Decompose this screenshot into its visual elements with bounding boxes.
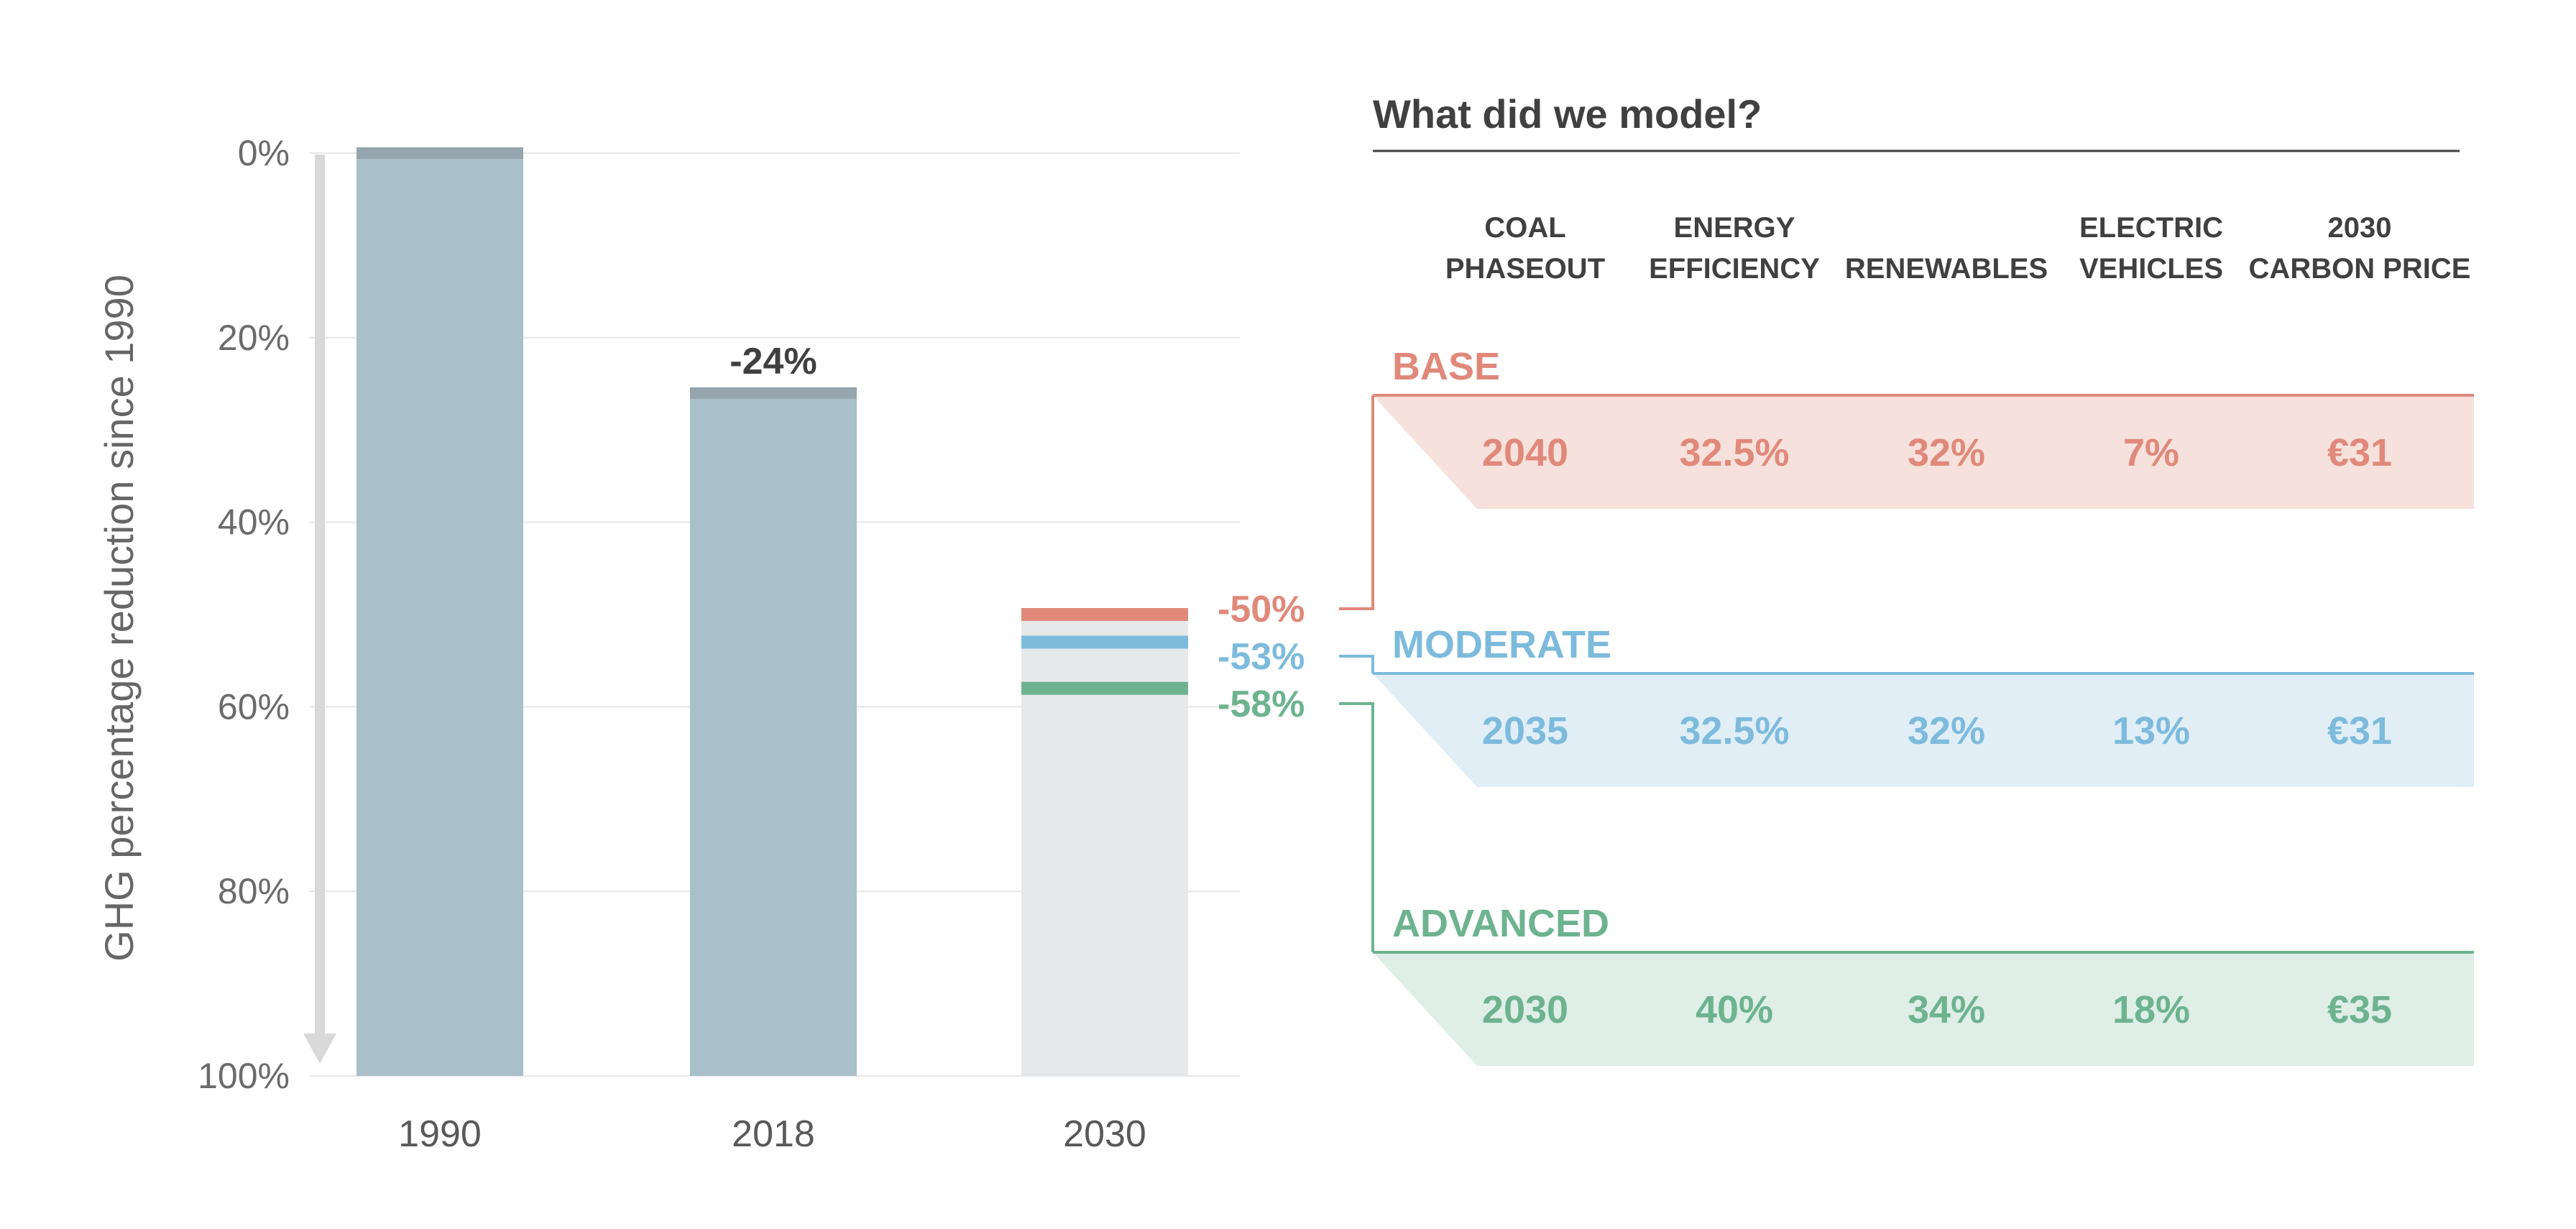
scenario-band: [1373, 395, 2474, 509]
marker-label-advanced: -58%: [1218, 683, 1305, 725]
scenario-value: 7%: [2123, 431, 2179, 474]
column-headers: COAL PHASEOUT ENERGY EFFICIENCY RENEWABLES EL…: [1445, 212, 2471, 285]
scenario-row-base: BASE 2040 32.5% 32% 7% €31: [1373, 345, 2474, 509]
column-header-line: RENEWABLES: [1845, 253, 2048, 285]
marker-label-moderate: -53%: [1218, 636, 1305, 678]
y-tick-label: 0%: [238, 133, 290, 173]
scenario-value: 32%: [1908, 709, 1985, 752]
scenario-band: [1373, 952, 2474, 1066]
scenario-band: [1373, 673, 2474, 787]
model-table: What did we model? COAL PHASEOUT ENERGY EFF…: [1373, 91, 2474, 1066]
scenario-name: MODERATE: [1392, 623, 1611, 666]
column-header-line: COAL: [1484, 212, 1565, 244]
scenario-name: ADVANCED: [1392, 902, 1609, 945]
scenario-value: €35: [2327, 988, 2392, 1031]
column-header-line: ENERGY: [1674, 212, 1795, 244]
y-tick-label: 40%: [218, 502, 290, 543]
marker-base: [1021, 608, 1188, 621]
x-tick-label: 2030: [1063, 1113, 1146, 1155]
scenario-value: 2035: [1482, 709, 1568, 752]
y-tick-labels: 0% 20% 40% 60% 80% 100%: [198, 133, 290, 1096]
y-tick-label: 60%: [218, 686, 290, 727]
column-header: ENERGY EFFICIENCY: [1649, 212, 1820, 285]
connector-base: [1339, 395, 1374, 610]
column-header: ELECTRIC VEHICLES: [2079, 212, 2223, 285]
bar-chart: GHG percentage reduction since 1990 0% 20…: [96, 133, 1305, 1155]
scenario-value: 18%: [2112, 988, 2190, 1031]
y-tick-label: 80%: [218, 871, 290, 911]
bars: -24%: [356, 147, 1188, 1076]
column-header-line: PHASEOUT: [1445, 253, 1605, 285]
scenario-value: 40%: [1696, 988, 1773, 1031]
connector-moderate: [1339, 655, 1374, 673]
scenario-connectors: [1339, 395, 1374, 952]
column-header: COAL PHASEOUT: [1445, 212, 1605, 285]
column-header-line: ELECTRIC: [2079, 212, 2223, 244]
bar-value-label: -24%: [730, 341, 816, 382]
y-axis-arrow-head: [303, 1034, 336, 1064]
column-header: 2030 CARBON PRICE: [2249, 212, 2471, 285]
y-tick-label: 20%: [218, 318, 290, 358]
scenario-value: 32.5%: [1679, 431, 1789, 474]
y-tick-label: 100%: [198, 1056, 290, 1096]
table-title: What did we model?: [1373, 91, 1762, 137]
column-header-line: VEHICLES: [2079, 253, 2223, 285]
y-axis-label: GHG percentage reduction since 1990: [96, 275, 142, 962]
column-header-line: CARBON PRICE: [2249, 253, 2471, 285]
marker-moderate: [1021, 635, 1188, 649]
x-tick-label: 2018: [732, 1113, 815, 1155]
bar-1990: [356, 153, 523, 1076]
scenario-value: 13%: [2112, 709, 2190, 752]
bar-cap-2018: [690, 387, 857, 399]
scenario-row-moderate: MODERATE 2035 32.5% 32% 13% €31: [1373, 623, 2474, 787]
scenario-value: €31: [2327, 431, 2392, 474]
connector-advanced: [1339, 702, 1374, 952]
column-header-line: EFFICIENCY: [1649, 253, 1820, 285]
scenario-value: 34%: [1908, 988, 1985, 1031]
scenario-value: 2040: [1482, 431, 1568, 474]
x-tick-labels: 1990 2018 2030: [398, 1113, 1146, 1155]
column-header: RENEWABLES: [1845, 253, 2048, 285]
x-tick-label: 1990: [398, 1113, 482, 1155]
scenario-value: 2030: [1482, 988, 1568, 1031]
marker-label-base: -50%: [1218, 589, 1305, 630]
scenario-value: €31: [2327, 709, 2392, 752]
bar-2018: [690, 392, 857, 1076]
column-header-line: 2030: [2328, 212, 2392, 244]
scenario-name: BASE: [1392, 345, 1500, 388]
scenario-value: 32%: [1908, 431, 1985, 474]
bar-cap-1990: [356, 147, 523, 159]
scenario-markers: -50% -53% -58%: [1021, 589, 1305, 725]
scenario-rows: BASE 2040 32.5% 32% 7% €31 MODERATE 2035 32.5% 32…: [1373, 345, 2474, 1066]
scenario-value: 32.5%: [1679, 709, 1789, 752]
marker-advanced: [1021, 681, 1188, 695]
scenario-row-advanced: ADVANCED 2030 40% 34% 18% €35: [1373, 902, 2474, 1066]
